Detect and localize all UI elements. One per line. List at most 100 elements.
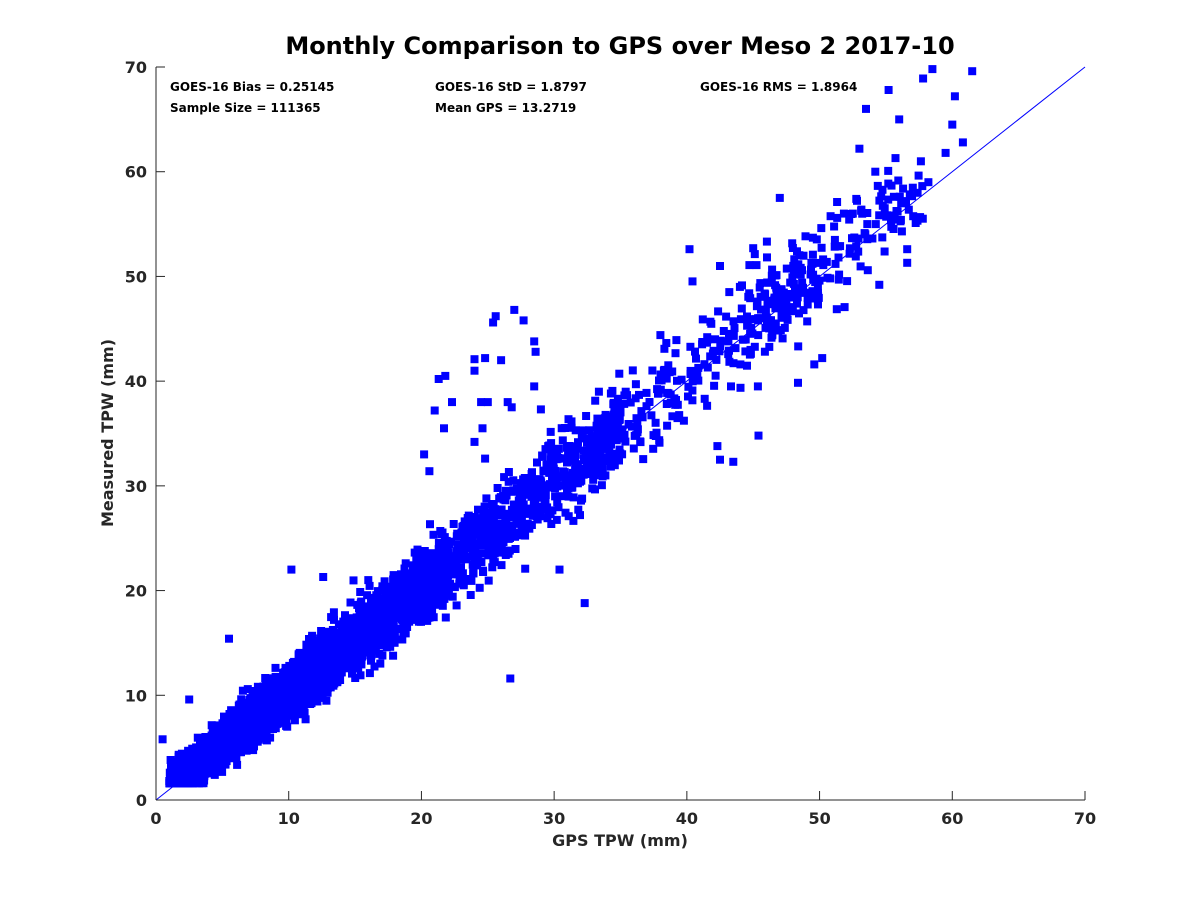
data-point bbox=[420, 547, 429, 555]
data-point bbox=[219, 720, 228, 729]
data-point bbox=[651, 418, 660, 427]
data-point bbox=[541, 445, 550, 454]
data-point bbox=[309, 651, 318, 660]
data-point bbox=[688, 377, 697, 386]
data-point bbox=[346, 614, 355, 623]
data-point bbox=[558, 436, 567, 445]
data-point bbox=[324, 661, 333, 670]
data-point bbox=[319, 637, 328, 646]
data-point bbox=[365, 669, 374, 678]
data-point bbox=[769, 325, 778, 333]
data-point bbox=[582, 466, 591, 475]
data-point bbox=[521, 564, 530, 573]
data-point bbox=[612, 454, 621, 463]
data-point bbox=[729, 359, 738, 368]
data-point bbox=[271, 663, 280, 672]
data-point bbox=[547, 446, 556, 455]
data-point bbox=[337, 644, 346, 653]
data-point bbox=[620, 399, 629, 408]
data-point bbox=[693, 369, 702, 378]
data-point bbox=[698, 338, 707, 346]
data-point bbox=[684, 392, 692, 401]
data-point bbox=[574, 438, 582, 447]
data-point bbox=[190, 745, 199, 754]
data-point bbox=[512, 519, 521, 528]
data-point bbox=[484, 551, 493, 560]
data-point bbox=[196, 738, 205, 747]
data-point bbox=[389, 575, 398, 584]
data-point bbox=[367, 656, 375, 665]
data-point bbox=[329, 681, 338, 690]
data-point bbox=[569, 493, 578, 502]
data-point bbox=[512, 509, 521, 518]
data-point bbox=[282, 716, 291, 725]
data-point bbox=[591, 396, 600, 405]
data-point bbox=[401, 629, 410, 638]
data-point bbox=[357, 660, 366, 669]
data-point bbox=[313, 697, 322, 706]
data-point bbox=[547, 520, 556, 528]
data-point bbox=[440, 533, 449, 542]
data-point bbox=[765, 342, 774, 351]
data-point bbox=[578, 494, 587, 503]
data-point bbox=[498, 525, 507, 533]
data-point bbox=[208, 726, 217, 735]
data-point bbox=[484, 576, 493, 585]
data-point bbox=[184, 746, 193, 755]
data-point bbox=[330, 615, 338, 624]
data-point bbox=[763, 278, 772, 287]
data-point bbox=[440, 567, 449, 576]
data-point bbox=[271, 672, 280, 681]
data-point bbox=[698, 315, 707, 324]
data-point bbox=[370, 662, 379, 671]
data-point bbox=[389, 571, 398, 580]
data-point bbox=[549, 464, 558, 473]
data-point bbox=[457, 528, 466, 537]
data-point bbox=[551, 492, 560, 501]
data-point bbox=[562, 443, 571, 452]
data-point bbox=[524, 488, 533, 497]
data-point bbox=[427, 549, 436, 558]
data-point bbox=[768, 265, 777, 274]
data-point bbox=[778, 334, 787, 343]
data-point bbox=[533, 458, 541, 467]
data-point bbox=[731, 344, 740, 353]
data-point bbox=[278, 683, 287, 692]
data-point bbox=[479, 507, 488, 516]
data-point bbox=[355, 604, 363, 613]
data-point bbox=[475, 522, 484, 531]
data-point bbox=[771, 304, 780, 313]
data-point bbox=[500, 473, 509, 482]
data-point bbox=[178, 754, 187, 762]
data-point bbox=[582, 412, 591, 420]
data-point bbox=[392, 588, 401, 597]
data-point bbox=[254, 735, 263, 744]
data-point bbox=[482, 494, 491, 503]
data-point bbox=[346, 598, 355, 607]
data-point bbox=[496, 534, 504, 543]
data-point bbox=[703, 401, 712, 410]
data-point bbox=[606, 462, 615, 471]
data-point bbox=[668, 412, 677, 421]
data-point bbox=[238, 686, 247, 695]
data-point bbox=[233, 760, 242, 769]
data-point bbox=[448, 560, 457, 569]
data-point bbox=[220, 712, 228, 721]
data-point bbox=[496, 493, 505, 502]
data-point bbox=[654, 389, 663, 398]
data-point bbox=[664, 361, 673, 370]
data-point bbox=[755, 283, 764, 292]
data-point bbox=[608, 430, 617, 439]
data-point bbox=[196, 764, 205, 773]
data-point bbox=[593, 431, 602, 440]
data-point bbox=[449, 520, 458, 528]
data-point bbox=[426, 603, 435, 612]
data-point bbox=[438, 601, 447, 610]
data-point bbox=[675, 411, 684, 420]
data-point bbox=[593, 414, 602, 423]
data-point bbox=[729, 331, 738, 340]
data-point bbox=[715, 347, 724, 356]
data-point bbox=[429, 530, 438, 539]
data-point bbox=[694, 363, 703, 372]
data-point bbox=[798, 278, 807, 287]
